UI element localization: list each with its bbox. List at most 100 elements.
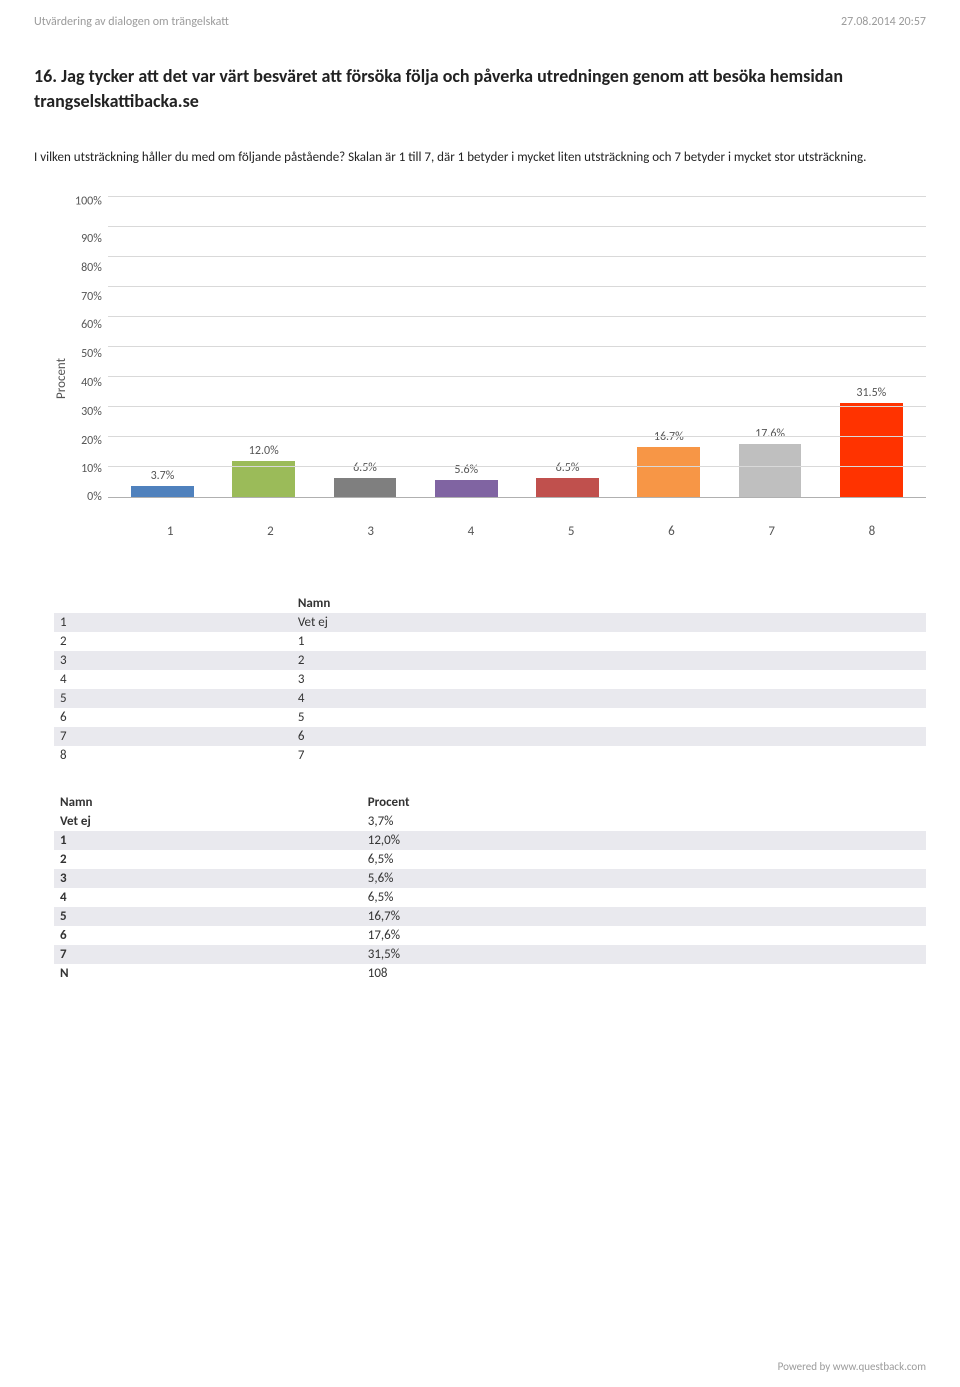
- table-cell: 3: [292, 670, 926, 689]
- y-tick: 50%: [81, 348, 102, 360]
- table-row: 617,6%: [54, 926, 926, 945]
- table-header: Procent: [362, 793, 926, 812]
- x-tick: 1: [120, 524, 220, 539]
- table-cell: 6,5%: [362, 850, 926, 869]
- table-cell: 31,5%: [362, 945, 926, 964]
- table-row: 54: [54, 689, 926, 708]
- gridline: [108, 256, 926, 257]
- table-cell: 5: [292, 708, 926, 727]
- gridline: [108, 466, 926, 467]
- y-axis-ticks: 100% 90% 80% 70% 60% 50% 40% 30% 20% 10%…: [75, 198, 108, 498]
- bar: [637, 447, 700, 497]
- table-row: 516,7%: [54, 907, 926, 926]
- y-tick: 0%: [87, 491, 102, 503]
- gridline: [108, 376, 926, 377]
- bar-slot: 16.7%: [618, 198, 719, 497]
- x-tick: 8: [822, 524, 922, 539]
- table-cell: 6: [54, 708, 292, 727]
- y-tick: 70%: [81, 291, 102, 303]
- table-row: 21: [54, 632, 926, 651]
- table-cell: 1: [292, 632, 926, 651]
- table-row: 87: [54, 746, 926, 765]
- table-cell: 8: [54, 746, 292, 765]
- bar: [840, 403, 903, 498]
- table-cell: 2: [54, 632, 292, 651]
- table-cell: 4: [54, 670, 292, 689]
- table-cell: N: [54, 964, 362, 983]
- header-timestamp: 27.08.2014 20:57: [841, 15, 926, 29]
- y-tick: 10%: [81, 463, 102, 475]
- table-row: 35,6%: [54, 869, 926, 888]
- x-tick: 4: [421, 524, 521, 539]
- table-cell: 3: [54, 651, 292, 670]
- legend-table: Namn 1Vet ej21324354657687: [54, 594, 926, 765]
- table-cell: 1: [54, 613, 292, 632]
- table-cell: 5: [54, 689, 292, 708]
- bar: [435, 480, 498, 497]
- gridline: [108, 286, 926, 287]
- gridline: [108, 226, 926, 227]
- bar: [739, 444, 802, 497]
- y-tick: 40%: [81, 377, 102, 389]
- table-cell: 4: [292, 689, 926, 708]
- x-tick: 6: [621, 524, 721, 539]
- table-cell: 1: [54, 831, 362, 850]
- table-row: 46,5%: [54, 888, 926, 907]
- bar: [131, 486, 194, 497]
- table-cell: 7: [292, 746, 926, 765]
- table-row: 112,0%: [54, 831, 926, 850]
- x-tick: 3: [321, 524, 421, 539]
- table-cell: 7: [54, 727, 292, 746]
- bar-value-label: 31.5%: [856, 386, 886, 400]
- chart-plot-area: 3.7% 12.0% 6.5% 5.6% 6.5% 16.7%17.6% 31.5%: [108, 198, 926, 498]
- table-row: 43: [54, 670, 926, 689]
- bar-value-label: 6.5%: [353, 461, 377, 475]
- percent-table: Namn Procent Vet ej3,7%112,0%26,5%35,6%4…: [54, 793, 926, 983]
- table-header: Namn: [54, 793, 362, 812]
- y-tick: 20%: [81, 435, 102, 447]
- y-tick: 60%: [81, 319, 102, 331]
- bar-value-label: 6.5%: [556, 461, 580, 475]
- bar-slot: 12.0%: [213, 198, 314, 497]
- table-cell: 6: [54, 926, 362, 945]
- table-cell: 4: [54, 888, 362, 907]
- gridline: [108, 196, 926, 197]
- x-axis-ticks: 12345678: [116, 524, 926, 539]
- bar: [536, 478, 599, 498]
- table-cell: 3,7%: [362, 812, 926, 831]
- bar-slot: 6.5%: [517, 198, 618, 497]
- table-cell: Vet ej: [54, 812, 362, 831]
- footer-credit: Powered by www.questback.com: [778, 1360, 926, 1373]
- table-cell: Vet ej: [292, 613, 926, 632]
- table-cell: 12,0%: [362, 831, 926, 850]
- table-cell: 5,6%: [362, 869, 926, 888]
- bar-slot: 31.5%: [821, 198, 922, 497]
- table-row: 32: [54, 651, 926, 670]
- bar-slot: 3.7%: [112, 198, 213, 497]
- x-tick: 2: [220, 524, 320, 539]
- table-cell: 6: [292, 727, 926, 746]
- table-row: 26,5%: [54, 850, 926, 869]
- table-cell: 16,7%: [362, 907, 926, 926]
- bar-value-label: 12.0%: [249, 444, 279, 458]
- bar: [334, 478, 397, 498]
- question-title: 16. Jag tycker att det var värt besväret…: [34, 64, 926, 114]
- table-cell: 17,6%: [362, 926, 926, 945]
- bar-slot: 6.5%: [314, 198, 415, 497]
- bar-value-label: 3.7%: [151, 469, 175, 483]
- y-tick: 80%: [81, 262, 102, 274]
- bar-chart: Procent 100% 90% 80% 70% 60% 50% 40% 30%…: [54, 198, 926, 539]
- bar-slot: 5.6%: [416, 198, 517, 497]
- table-cell: 3: [54, 869, 362, 888]
- table-row: 65: [54, 708, 926, 727]
- table-cell: 2: [54, 850, 362, 869]
- table-cell: 5: [54, 907, 362, 926]
- table-row: Vet ej3,7%: [54, 812, 926, 831]
- table-row: 76: [54, 727, 926, 746]
- table-row: 1Vet ej: [54, 613, 926, 632]
- table-cell: 2: [292, 651, 926, 670]
- gridline: [108, 436, 926, 437]
- table-row: N108: [54, 964, 926, 983]
- bar-slot: 17.6%: [719, 198, 820, 497]
- gridline: [108, 316, 926, 317]
